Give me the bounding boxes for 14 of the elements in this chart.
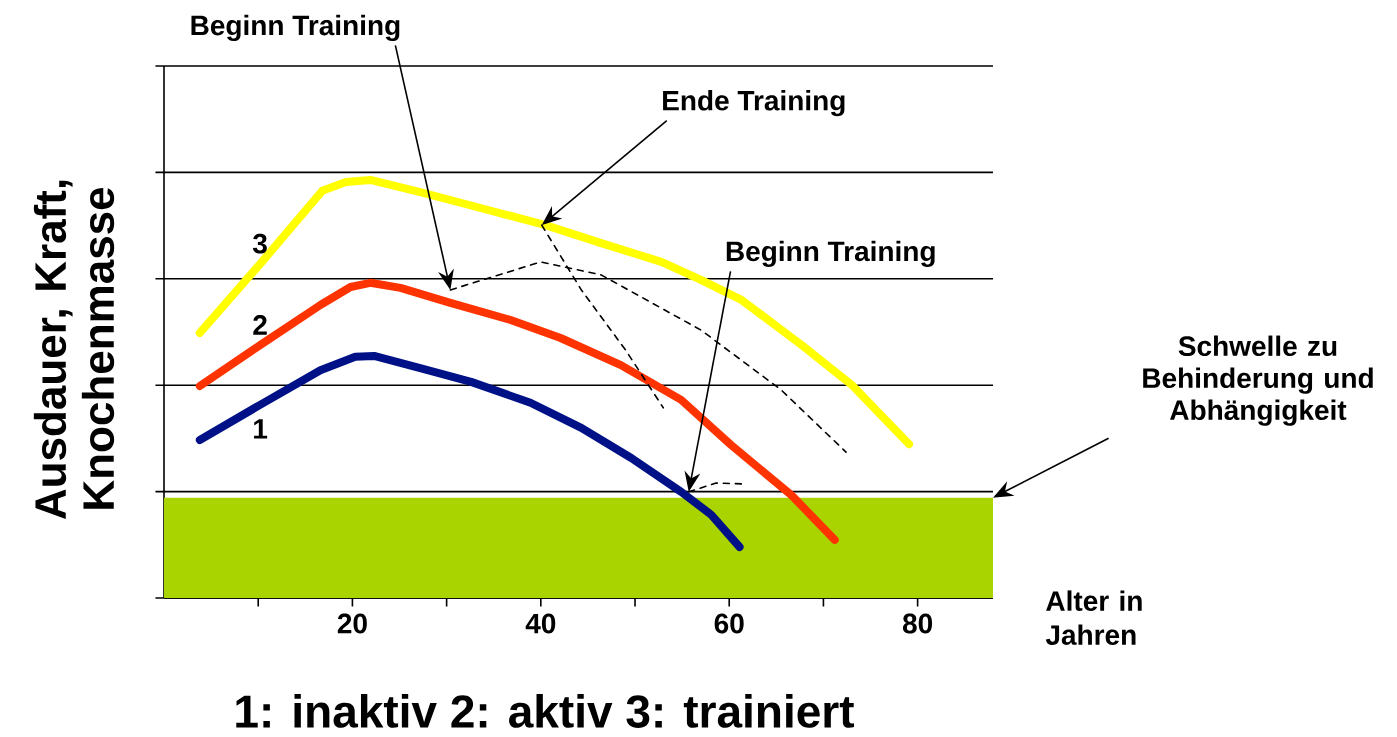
- x-tick-label: 20: [337, 613, 367, 634]
- text: 1: inaktiv 2: aktiv 3: trainiert: [236, 694, 854, 728]
- series-label: 1: [254, 419, 268, 439]
- series-label: 2: [253, 315, 267, 335]
- x-tick-label: 40: [525, 613, 556, 634]
- annotation: Beginn Training: [726, 240, 935, 267]
- x-tick-label: 60: [714, 613, 744, 634]
- x-tick-label: 80: [902, 613, 933, 634]
- text: Beginn Training: [191, 14, 400, 42]
- series-label: 3: [252, 233, 267, 254]
- text: Ende Training: [663, 90, 845, 117]
- x-axis-title: Alter in Jahren: [1045, 590, 1142, 645]
- y-axis-title: Ausdauer, Kraft, Knochenmasse: [33, 180, 115, 520]
- text: Schwelle zu Behinderung und Abhängigkeit: [1143, 335, 1373, 426]
